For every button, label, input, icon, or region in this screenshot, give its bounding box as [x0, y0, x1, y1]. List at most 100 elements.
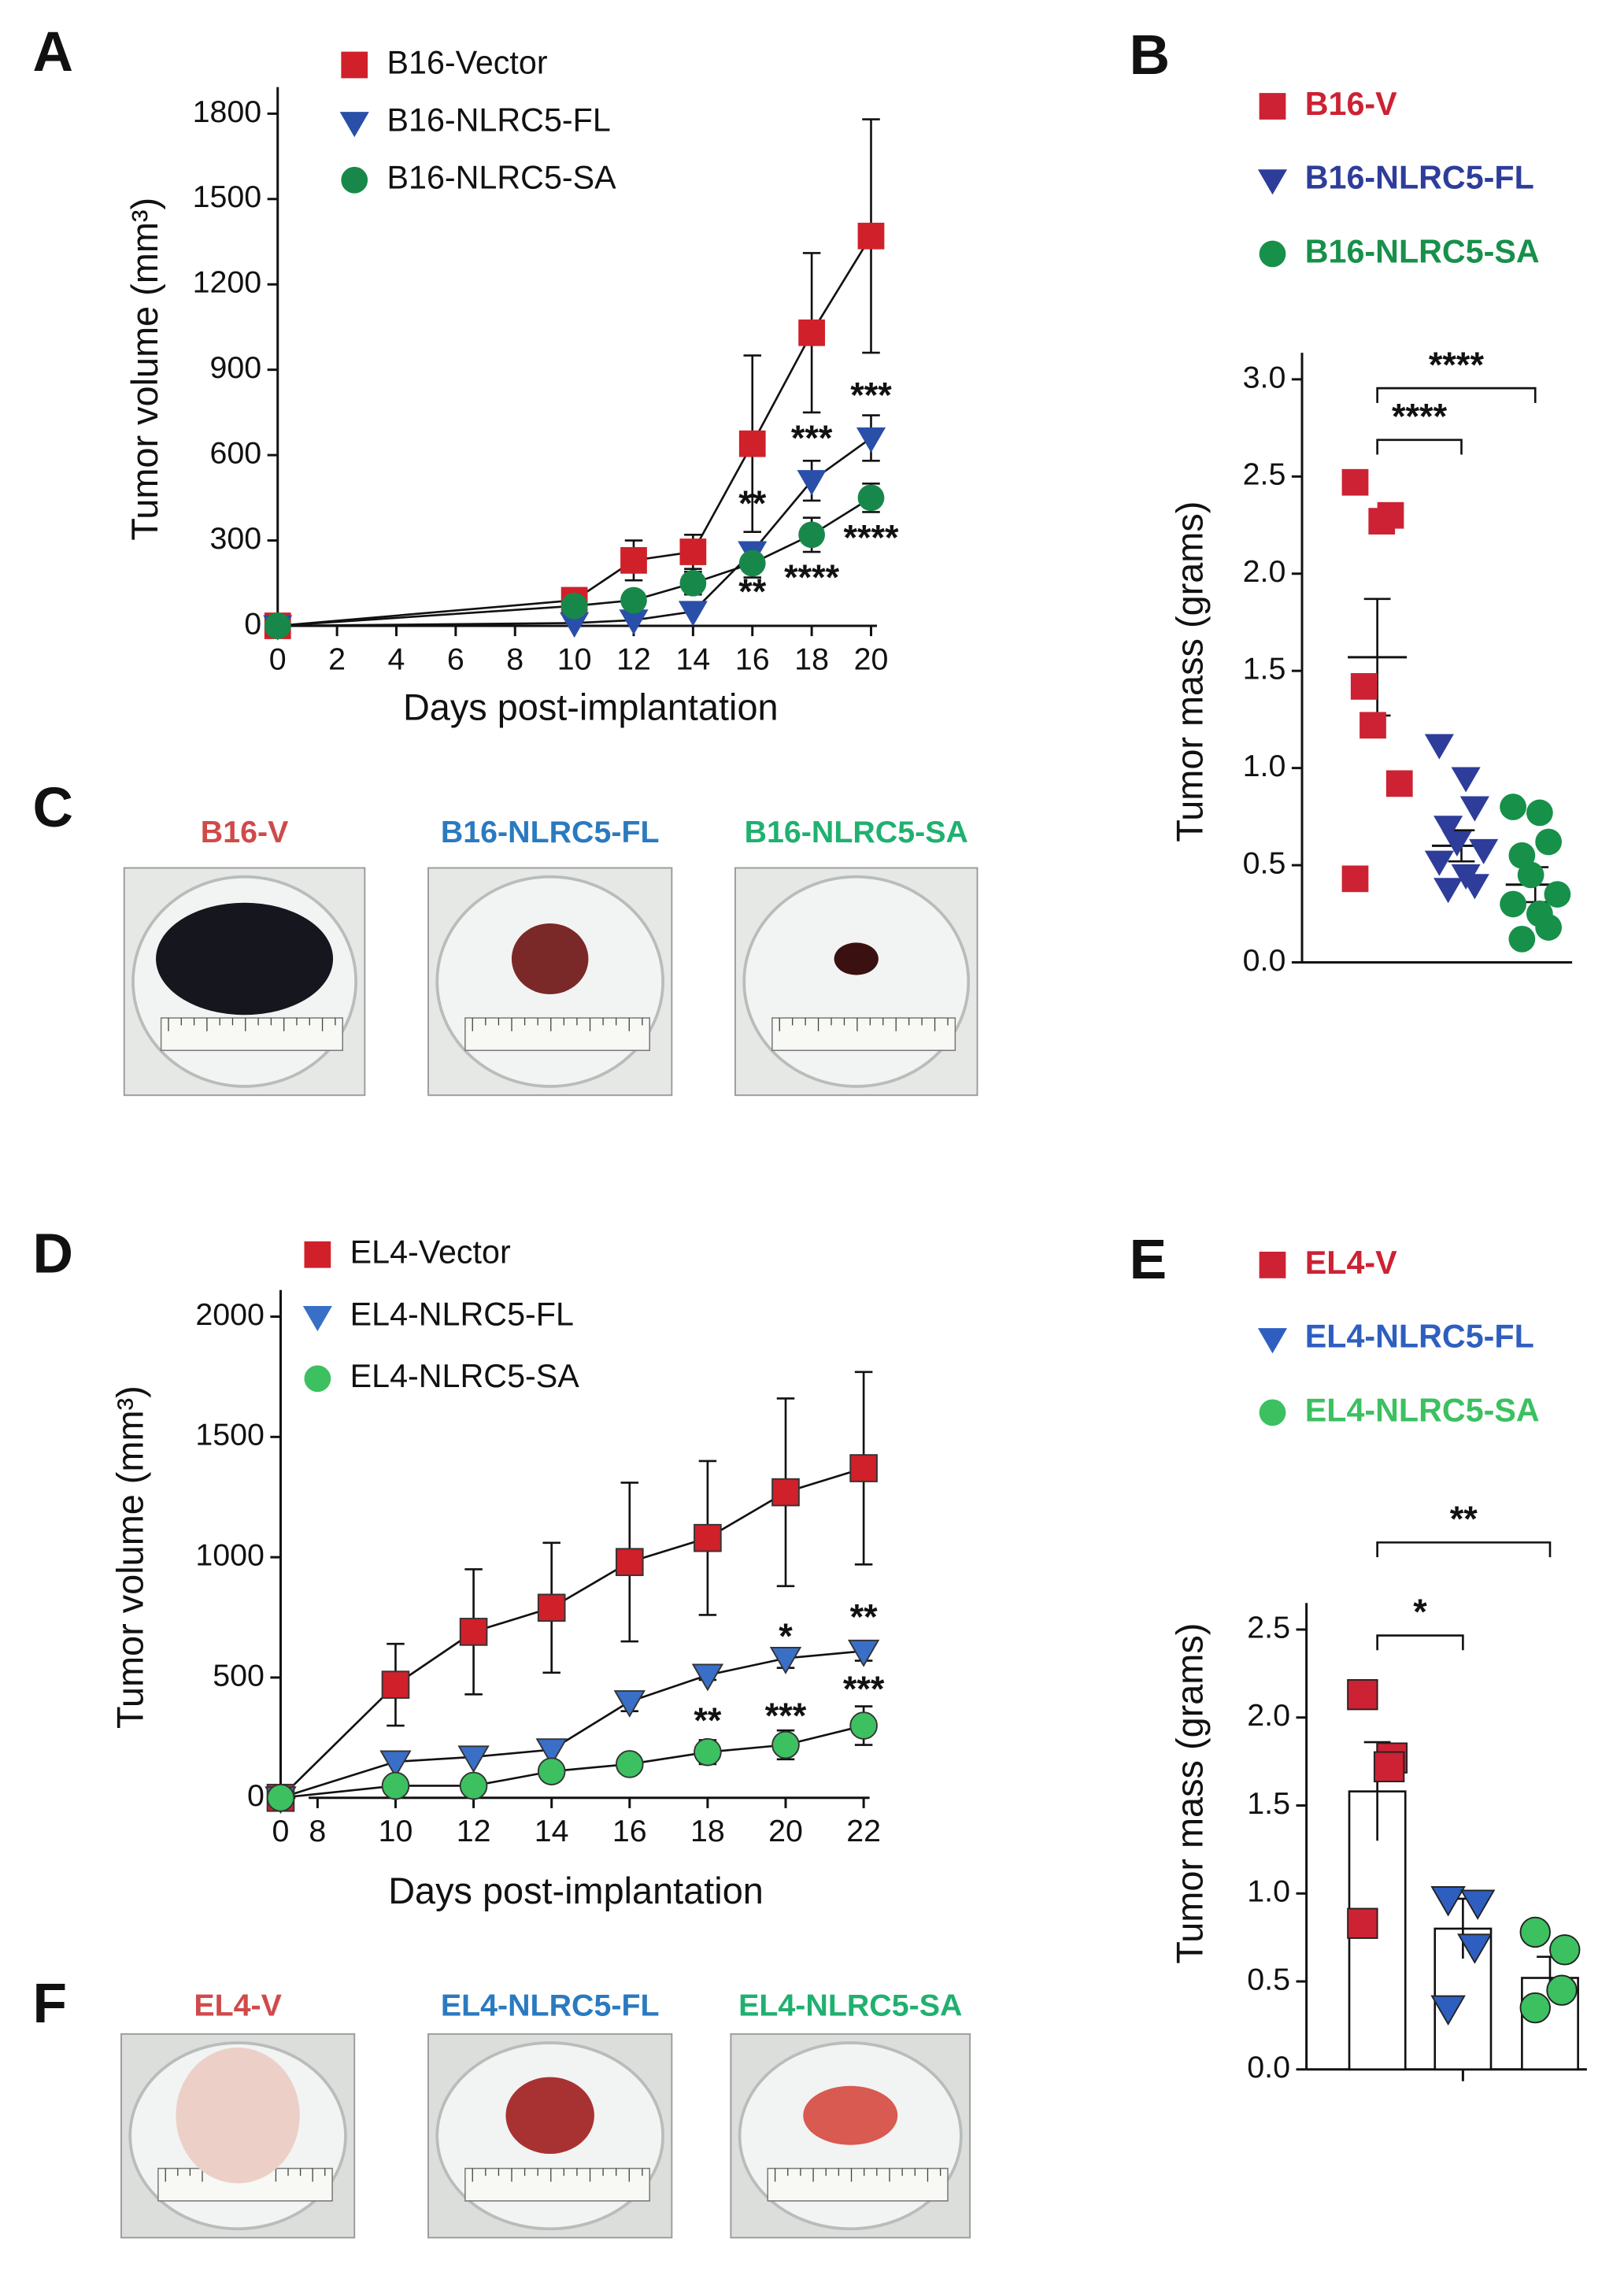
legend-label: EL4-NLRC5-SA	[350, 1358, 580, 1394]
x-tick-label: 4	[388, 642, 405, 676]
panel-letter: C	[33, 776, 73, 839]
data-point	[537, 1757, 566, 1785]
y-axis-label: Tumor volume (mm³)	[124, 198, 165, 541]
data-point	[381, 1670, 410, 1699]
data-point	[1341, 865, 1369, 893]
y-tick-label: 900	[209, 350, 261, 385]
data-point	[264, 612, 291, 639]
data-point	[560, 592, 588, 620]
significance: ****	[784, 557, 840, 597]
y-axis-label: Tumor volume (mm³)	[109, 1386, 150, 1729]
y-tick-label: 0.5	[1247, 1962, 1290, 1996]
legend-marker	[1259, 240, 1286, 268]
tumor	[156, 902, 334, 1016]
x-tick-label: 10	[557, 642, 592, 676]
significance: **	[850, 1596, 879, 1637]
y-tick-label: 1800	[193, 94, 262, 129]
legend-label: B16-Vector	[387, 44, 548, 80]
legend-label: EL4-NLRC5-FL	[350, 1296, 574, 1332]
legend-label: EL4-Vector	[350, 1234, 511, 1271]
significance: **	[738, 572, 767, 612]
data-point	[1526, 799, 1553, 827]
data-point	[1350, 673, 1378, 700]
data-point	[1469, 838, 1499, 864]
significance: ***	[850, 376, 892, 416]
panel-letter: D	[33, 1222, 73, 1285]
legend-marker	[304, 1241, 331, 1268]
x-axis-label: Days post-implantation	[388, 1870, 764, 1911]
x-tick-label: 2	[328, 642, 346, 676]
data-point	[537, 1593, 566, 1622]
legend-marker	[304, 1365, 331, 1393]
y-tick-label: 0	[247, 1778, 265, 1813]
data-point	[1433, 816, 1463, 842]
y-tick-label: 2.0	[1247, 1698, 1290, 1733]
data-point	[619, 609, 649, 635]
y-tick-label: 3.0	[1243, 360, 1286, 394]
y-tick-label: 1500	[193, 179, 262, 214]
y-tick-label: 1200	[193, 265, 262, 300]
significance: ****	[1429, 345, 1485, 385]
photo-label: EL4-NLRC5-SA	[738, 1988, 962, 2022]
x-tick-label: 20	[854, 642, 889, 676]
data-point	[857, 222, 885, 250]
legend-marker	[1257, 1328, 1288, 1354]
data-point	[1459, 1889, 1496, 1920]
data-point	[1424, 734, 1454, 760]
data-point	[1359, 712, 1386, 739]
significance-bracket	[1376, 1634, 1464, 1651]
y-axis-label: Tumor mass (grams)	[1170, 1623, 1211, 1964]
x-tick-label: 16	[612, 1814, 647, 1848]
data-point	[1517, 861, 1544, 889]
y-tick-label: 1000	[195, 1538, 265, 1573]
data-point	[1519, 1916, 1551, 1948]
y-tick-label: 1.0	[1247, 1874, 1290, 1909]
legend-label: EL4-V	[1305, 1245, 1397, 1281]
data-point	[849, 1711, 878, 1740]
significance: ***	[843, 1669, 885, 1709]
tumor	[803, 2085, 898, 2145]
photo-label: B16-V	[201, 815, 289, 849]
tumor	[511, 923, 589, 994]
ruler	[464, 2167, 650, 2202]
y-tick-label: 0.0	[1243, 943, 1286, 978]
photo-label: B16-NLRC5-FL	[441, 815, 660, 849]
data-point	[1519, 1992, 1551, 2024]
legend-marker	[341, 51, 368, 79]
photo-label: B16-NLRC5-SA	[745, 815, 968, 849]
y-tick-label: 0.5	[1243, 845, 1286, 880]
series-line	[277, 235, 872, 627]
data-point	[1508, 926, 1536, 953]
legend-label: B16-NLRC5-FL	[1305, 160, 1534, 196]
x-tick-label: 20	[768, 1814, 803, 1848]
data-point	[1500, 794, 1526, 820]
significance: *	[1413, 1592, 1427, 1632]
data-point	[535, 1738, 568, 1767]
data-point	[1385, 770, 1413, 797]
data-point	[379, 1750, 412, 1778]
y-tick-label: 2.0	[1243, 554, 1286, 589]
data-point	[1424, 850, 1454, 876]
ruler	[160, 1017, 343, 1052]
data-point	[457, 1745, 490, 1774]
panel-letter: B	[1130, 24, 1170, 87]
x-tick-label: 6	[447, 642, 464, 676]
data-point	[459, 1618, 488, 1646]
ruler	[767, 2167, 949, 2202]
x-tick-label: 14	[675, 642, 710, 676]
petri-dish	[742, 875, 971, 1088]
x-tick-label: 8	[506, 642, 523, 676]
legend-marker	[1259, 93, 1286, 120]
significance: ***	[765, 1696, 807, 1736]
data-point	[771, 1730, 800, 1759]
y-tick-label: 0.0	[1247, 2050, 1290, 2085]
significance: ****	[1392, 396, 1448, 436]
tumor	[834, 942, 879, 975]
data-point	[798, 521, 825, 549]
legend-marker	[302, 1306, 332, 1332]
significance: **	[694, 1700, 722, 1741]
photo-label: EL4-V	[194, 1988, 282, 2022]
data-point	[1457, 1933, 1493, 1964]
x-tick-label: 0	[272, 1814, 290, 1848]
